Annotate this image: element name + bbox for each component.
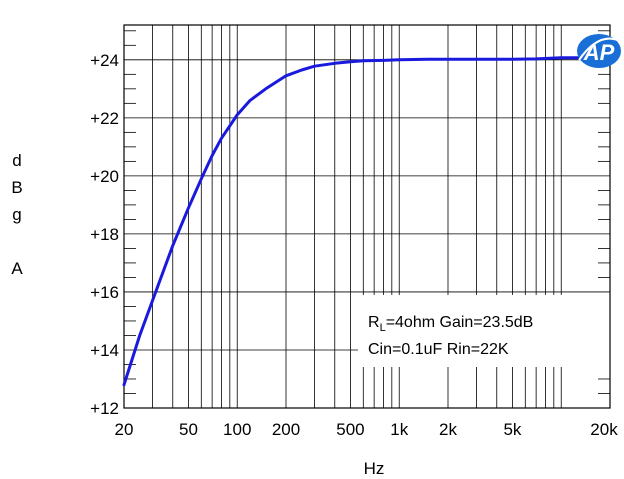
y-tick-labels: +12 +14 +16 +18 +20 +22 +24 bbox=[90, 51, 119, 418]
ap-logo: AP bbox=[577, 34, 623, 68]
y-tick-label: +12 bbox=[90, 399, 119, 418]
x-tick-label: 1k bbox=[390, 420, 408, 439]
y-tick-label: +14 bbox=[90, 341, 119, 360]
annotation-r: R bbox=[368, 314, 380, 331]
series-layer bbox=[122, 56, 612, 387]
y-tick-label: +22 bbox=[90, 109, 119, 128]
series-line bbox=[122, 56, 612, 387]
y-tick-label: +24 bbox=[90, 51, 119, 70]
logo-text: AP bbox=[583, 40, 615, 65]
y-tick-label: +18 bbox=[90, 225, 119, 244]
y-tick-label: +20 bbox=[90, 167, 119, 186]
x-axis-label: Hz bbox=[364, 459, 385, 478]
x-tick-label: 100 bbox=[223, 420, 251, 439]
logo-ellipse bbox=[577, 34, 621, 68]
y-axis-label: dBg A bbox=[11, 151, 23, 278]
x-tick-labels: 20 50 100 200 500 1k 2k 5k 20k bbox=[115, 420, 619, 439]
logo-swoosh bbox=[578, 37, 623, 61]
x-tick-label: 200 bbox=[272, 420, 300, 439]
x-tick-label: 5k bbox=[503, 420, 521, 439]
x-tick-label: 2k bbox=[439, 420, 457, 439]
x-tick-label: 20k bbox=[590, 420, 618, 439]
annotation-background bbox=[358, 295, 624, 367]
y-tick-label: +16 bbox=[90, 283, 119, 302]
y-axis-label-char: B bbox=[11, 178, 22, 197]
plot-frame bbox=[123, 24, 611, 409]
annotation-box: RL=4ohm Gain=23.5dB Cin=0.1uF Rin=22K bbox=[358, 295, 624, 367]
annotation-line-1: RL=4ohm Gain=23.5dB bbox=[368, 314, 533, 334]
y-axis-label-char: g bbox=[12, 205, 21, 224]
x-tick-label: 500 bbox=[336, 420, 364, 439]
annotation-line-2: Cin=0.1uF Rin=22K bbox=[368, 341, 509, 358]
y-axis-label-char: d bbox=[12, 151, 21, 170]
x-tick-label: 20 bbox=[115, 420, 134, 439]
y-axis-label-char: A bbox=[11, 259, 23, 278]
annotation-rest: =4ohm Gain=23.5dB bbox=[386, 314, 534, 331]
plot-border bbox=[123, 24, 611, 409]
x-tick-label: 50 bbox=[179, 420, 198, 439]
annotation-subscript: L bbox=[380, 322, 386, 334]
